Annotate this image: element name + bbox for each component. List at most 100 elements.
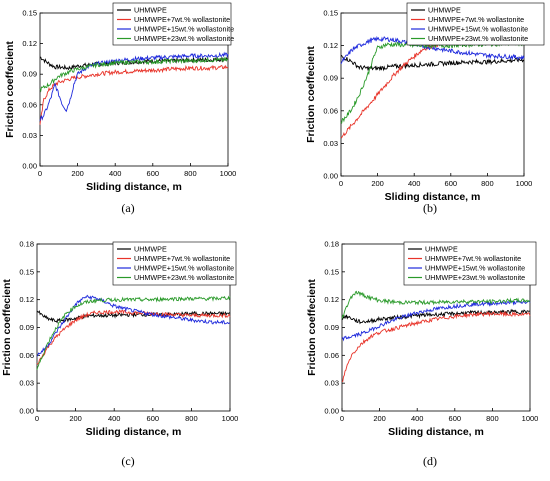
legend-label: UHMWPE+15wt.% wollastonite (428, 25, 528, 34)
x-axis-label: Sliding distance, m (86, 181, 182, 193)
series-line-4 (340, 39, 525, 124)
series-line-4 (39, 56, 229, 93)
x-tick-label: 600 (147, 414, 160, 423)
y-tick-label: 0.06 (19, 351, 34, 360)
x-tick-label: 800 (185, 414, 198, 423)
panel-label: (b) (423, 201, 437, 215)
y-axis-label: Friction coeffecient (1, 279, 13, 376)
y-tick-label: 0.06 (22, 100, 37, 109)
y-tick-label: 0.12 (323, 41, 338, 50)
x-tick-label: 200 (71, 169, 84, 178)
series-line-2 (341, 310, 531, 383)
x-tick-label: 0 (35, 414, 39, 423)
series-line-2 (36, 309, 231, 365)
x-tick-label: 600 (147, 169, 160, 178)
x-tick-label: 0 (340, 414, 344, 423)
y-tick-label: 0.06 (323, 106, 338, 115)
y-tick-label: 0.00 (19, 407, 34, 416)
legend-label: UHMWPE+23wt.% wollastonite (425, 273, 525, 282)
y-tick-label: 0.12 (324, 295, 339, 304)
legend-label: UHMWPE (425, 245, 458, 254)
y-tick-label: 0.03 (22, 131, 37, 140)
x-axis-label: Sliding distance, m (86, 426, 182, 438)
y-tick-label: 0.09 (22, 70, 37, 79)
x-tick-label: 0 (339, 179, 343, 188)
legend-box (406, 2, 545, 46)
series-line-1 (36, 310, 231, 324)
x-tick-label: 1000 (516, 179, 533, 188)
x-tick-label: 200 (373, 414, 386, 423)
y-tick-label: 0.03 (323, 139, 338, 148)
chart-panel-4: 0 200 400 600 800 1000 0.00 0.03 0.06 0.09 0.12 0.1… (306, 240, 538, 469)
y-axis-label: Friction coeffecient (306, 279, 318, 376)
y-tick-label: 0.00 (323, 172, 338, 181)
x-tick-label: 1000 (522, 414, 539, 423)
chart-panel-1: 0 200 400 600 800 1000 0.00 0.03 0.06 0.09 0.12 0.1… (4, 2, 236, 215)
y-tick-label: 0.12 (22, 39, 37, 48)
x-tick-label: 400 (108, 414, 121, 423)
series-line-4 (341, 290, 531, 319)
legend-label: UHMWPE+7wt.% wollastonite (134, 254, 230, 263)
x-tick-label: 1000 (222, 414, 239, 423)
legend-label: UHMWPE+23wt.% wollastonite (134, 34, 234, 43)
series-line-3 (340, 35, 525, 65)
legend-label: UHMWPE+7wt.% wollastonite (428, 15, 524, 24)
y-tick-label: 0.00 (324, 407, 339, 416)
legend-label: UHMWPE+15wt.% wollastonite (425, 264, 525, 273)
x-tick-label: 400 (109, 169, 122, 178)
x-tick-label: 800 (184, 169, 197, 178)
y-tick-label: 0.09 (323, 74, 338, 83)
x-tick-label: 800 (486, 414, 499, 423)
legend-box (112, 2, 232, 46)
chart-panel-3: 0 200 400 600 800 1000 0.00 0.03 0.06 0.09 0.12 0.1… (1, 240, 238, 469)
x-tick-label: 600 (445, 179, 458, 188)
legend-box (403, 241, 537, 286)
y-axis-label: Friction coeffecient (4, 41, 16, 138)
series-line-3 (341, 299, 531, 342)
legend-label: UHMWPE+7wt.% wollastonite (134, 15, 230, 24)
y-tick-label: 0.18 (324, 240, 339, 249)
y-tick-label: 0.03 (19, 379, 34, 388)
y-tick-label: 0.15 (323, 9, 338, 18)
y-tick-label: 0.15 (324, 267, 339, 276)
x-tick-label: 600 (449, 414, 462, 423)
x-tick-label: 200 (69, 414, 82, 423)
legend-label: UHMWPE+23wt.% wollastonite (134, 273, 234, 282)
y-tick-label: 0.09 (19, 323, 34, 332)
chart-panel-2: 0 200 400 600 800 1000 0.00 0.03 0.06 0.09 0.12 0.1… (305, 2, 545, 215)
x-axis-label: Sliding distance, m (385, 191, 481, 203)
legend-label: UHMWPE+23wt.% wollastonite (428, 34, 528, 43)
x-tick-label: 800 (481, 179, 494, 188)
legend-box (112, 241, 237, 286)
legend-label: UHMWPE+7wt.% wollastonite (425, 254, 521, 263)
panel-label: (a) (121, 201, 134, 215)
series-line-3 (36, 294, 231, 357)
y-tick-label: 0.03 (324, 379, 339, 388)
y-tick-label: 0.09 (324, 323, 339, 332)
legend-label: UHMWPE (134, 6, 167, 15)
y-tick-label: 0.06 (324, 351, 339, 360)
x-tick-label: 400 (411, 414, 424, 423)
y-tick-label: 0.15 (22, 9, 37, 18)
y-tick-label: 0.15 (19, 267, 34, 276)
x-tick-label: 0 (38, 169, 42, 178)
y-axis-label: Friction coeffecient (305, 46, 317, 143)
panel-label: (d) (423, 454, 437, 468)
legend-label: UHMWPE+15wt.% wollastonite (134, 264, 234, 273)
x-tick-label: 400 (408, 179, 421, 188)
series-line-1 (341, 55, 525, 72)
series-line-2 (39, 64, 229, 125)
y-tick-label: 0.12 (19, 295, 34, 304)
legend-label: UHMWPE (134, 245, 167, 254)
y-tick-label: 0.00 (22, 162, 37, 171)
series-line-1 (341, 308, 531, 325)
panel-label: (c) (121, 454, 134, 468)
series-line-2 (340, 33, 525, 139)
series-line-1 (39, 56, 229, 71)
x-tick-label: 200 (371, 179, 384, 188)
series-line-4 (36, 295, 231, 370)
